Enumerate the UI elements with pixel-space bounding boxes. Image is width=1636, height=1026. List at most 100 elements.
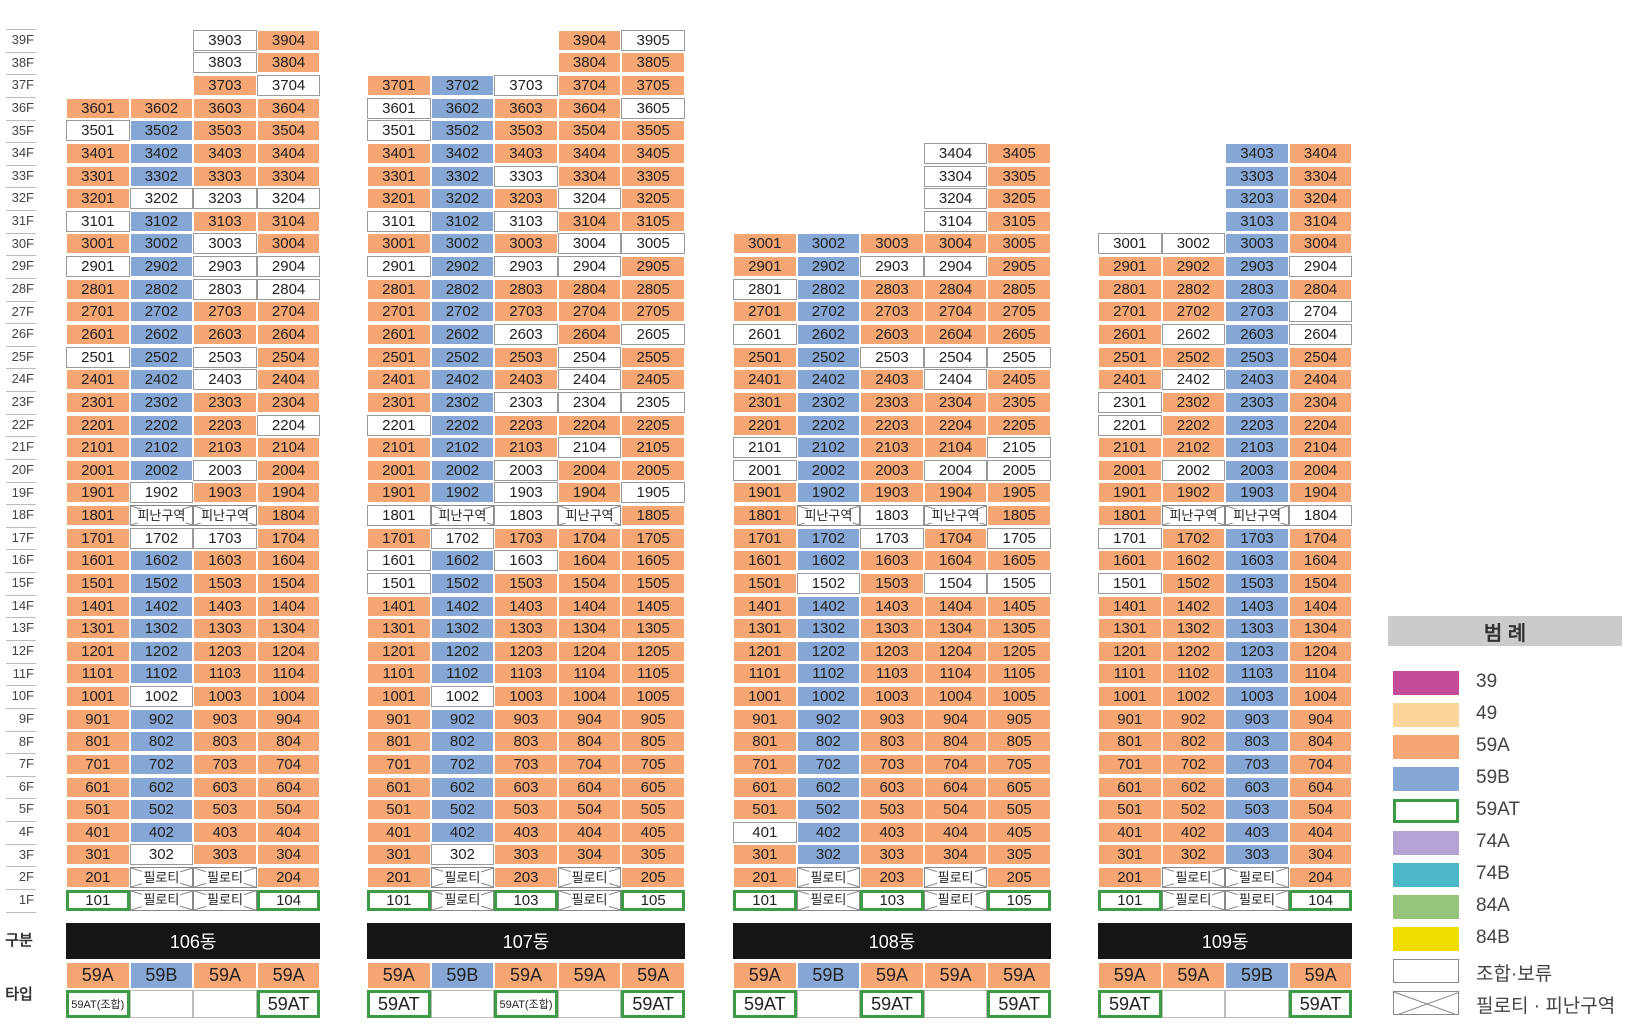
unit-cell: 1703 <box>1225 527 1289 549</box>
unit-cell: 904 <box>923 708 988 730</box>
unit-cell: 2003 <box>193 459 257 481</box>
floor-divider <box>6 843 36 845</box>
unit-cell: 3003 <box>193 233 257 255</box>
unit-cell: 401 <box>733 821 797 843</box>
unit-cell: 705 <box>987 753 1051 775</box>
unit-cell: 1901 <box>1098 482 1162 504</box>
unit-cell: 3501 <box>367 120 431 142</box>
unit-cell: 1103 <box>494 663 558 685</box>
unit-cell: 802 <box>796 731 861 753</box>
unit-cell: 1701 <box>733 527 797 549</box>
unit-cell: 1601 <box>367 550 431 572</box>
unit-cell: 2402 <box>1161 369 1226 391</box>
unit-cell: 1303 <box>193 618 257 640</box>
unit-cell: 601 <box>66 776 130 798</box>
unit-cell: 3504 <box>256 120 321 142</box>
unit-cell: 2302 <box>1161 391 1226 413</box>
floor-label: 31F <box>11 213 34 229</box>
floor-divider <box>6 798 36 800</box>
unit-cell: 2304 <box>557 391 622 413</box>
unit-cell: 803 <box>494 731 558 753</box>
unit-cell: 303 <box>1225 844 1289 866</box>
unit-cell: 1002 <box>129 686 194 708</box>
unit-cell: 101 <box>733 889 797 911</box>
unit-cell: 1704 <box>557 527 622 549</box>
unit-cell: 2401 <box>367 369 431 391</box>
unit-cell: 3603 <box>193 97 257 119</box>
legend-swatch-74b <box>1393 863 1459 887</box>
type-cell: 59AT(조합) <box>66 990 130 1018</box>
unit-cell: 2104 <box>1288 437 1353 459</box>
unit-cell: 203 <box>494 867 558 889</box>
unit-cell: 3304 <box>923 165 988 187</box>
unit-cell: 1902 <box>1161 482 1226 504</box>
unit-cell: 2303 <box>193 391 257 413</box>
floor-label: 38F <box>11 54 34 70</box>
type-cell: 59AT <box>621 990 685 1018</box>
unit-cell: 401 <box>1098 821 1162 843</box>
unit-cell: 701 <box>367 753 431 775</box>
floor-divider <box>6 640 36 641</box>
unit-cell: 904 <box>1288 708 1353 730</box>
unit-cell: 105 <box>987 889 1051 911</box>
unit-cell: 804 <box>1288 731 1353 753</box>
unit-cell: 1105 <box>987 663 1051 685</box>
unit-cell: 3304 <box>557 165 622 187</box>
unit-cell: 2601 <box>733 323 797 345</box>
unit-cell: 903 <box>193 708 257 730</box>
unit-cell: 1404 <box>1288 595 1353 617</box>
unit-cell: 2805 <box>987 278 1051 300</box>
unit-cell: 2701 <box>367 301 431 323</box>
unit-cell: 103 <box>860 889 924 911</box>
floor-label: 27F <box>11 303 34 319</box>
unit-cell: 3103 <box>494 210 558 232</box>
floor-divider <box>6 821 36 823</box>
unit-cell: 3001 <box>66 233 130 255</box>
unit-cell: 1004 <box>923 686 988 708</box>
floor-label: 25F <box>11 348 34 364</box>
unit-cell: 1001 <box>66 686 130 708</box>
unit-cell: 1904 <box>1288 482 1353 504</box>
unit-cell: 2301 <box>367 391 431 413</box>
unit-cell: 603 <box>193 776 257 798</box>
unit-cell: 501 <box>66 799 130 821</box>
unit-cell: 902 <box>129 708 194 730</box>
unit-cell: 403 <box>494 821 558 843</box>
unit-cell: 1601 <box>733 550 797 572</box>
unit-cell: 3203 <box>193 188 257 210</box>
unit-cell: 201 <box>66 867 130 889</box>
unit-cell-void: 필로티 <box>1161 889 1226 911</box>
unit-cell: 3804 <box>256 52 321 74</box>
row-label-type: 타입 <box>5 986 33 1003</box>
unit-cell: 2002 <box>796 459 861 481</box>
unit-cell: 1205 <box>621 640 685 662</box>
unit-cell: 1101 <box>66 663 130 685</box>
unit-cell: 3303 <box>193 165 257 187</box>
unit-cell: 201 <box>367 867 431 889</box>
legend-swatch-49 <box>1393 703 1459 727</box>
legend-label-39: 39 <box>1476 671 1498 692</box>
floor-divider <box>6 617 36 619</box>
unit-cell: 2704 <box>1288 301 1353 323</box>
unit-cell: 3502 <box>430 120 495 142</box>
unit-cell: 1505 <box>987 572 1051 594</box>
floor-divider <box>6 368 36 370</box>
type-cell: 59A <box>193 962 257 989</box>
unit-cell: 3001 <box>1098 233 1162 255</box>
floor-label: 11F <box>12 665 34 681</box>
floor-divider <box>6 187 36 189</box>
unit-cell: 3401 <box>66 142 130 164</box>
unit-cell: 2902 <box>430 256 495 278</box>
unit-cell: 2101 <box>1098 437 1162 459</box>
unit-cell: 2402 <box>796 369 861 391</box>
unit-cell: 1505 <box>621 572 685 594</box>
unit-cell: 1503 <box>193 572 257 594</box>
floor-divider <box>6 685 36 687</box>
unit-cell: 1603 <box>860 550 924 572</box>
floor-divider <box>6 119 36 121</box>
unit-cell: 2202 <box>129 414 194 436</box>
unit-cell: 1602 <box>430 550 495 572</box>
floor-divider <box>6 413 36 415</box>
unit-cell: 604 <box>923 776 988 798</box>
floor-label: 4F <box>18 824 34 840</box>
